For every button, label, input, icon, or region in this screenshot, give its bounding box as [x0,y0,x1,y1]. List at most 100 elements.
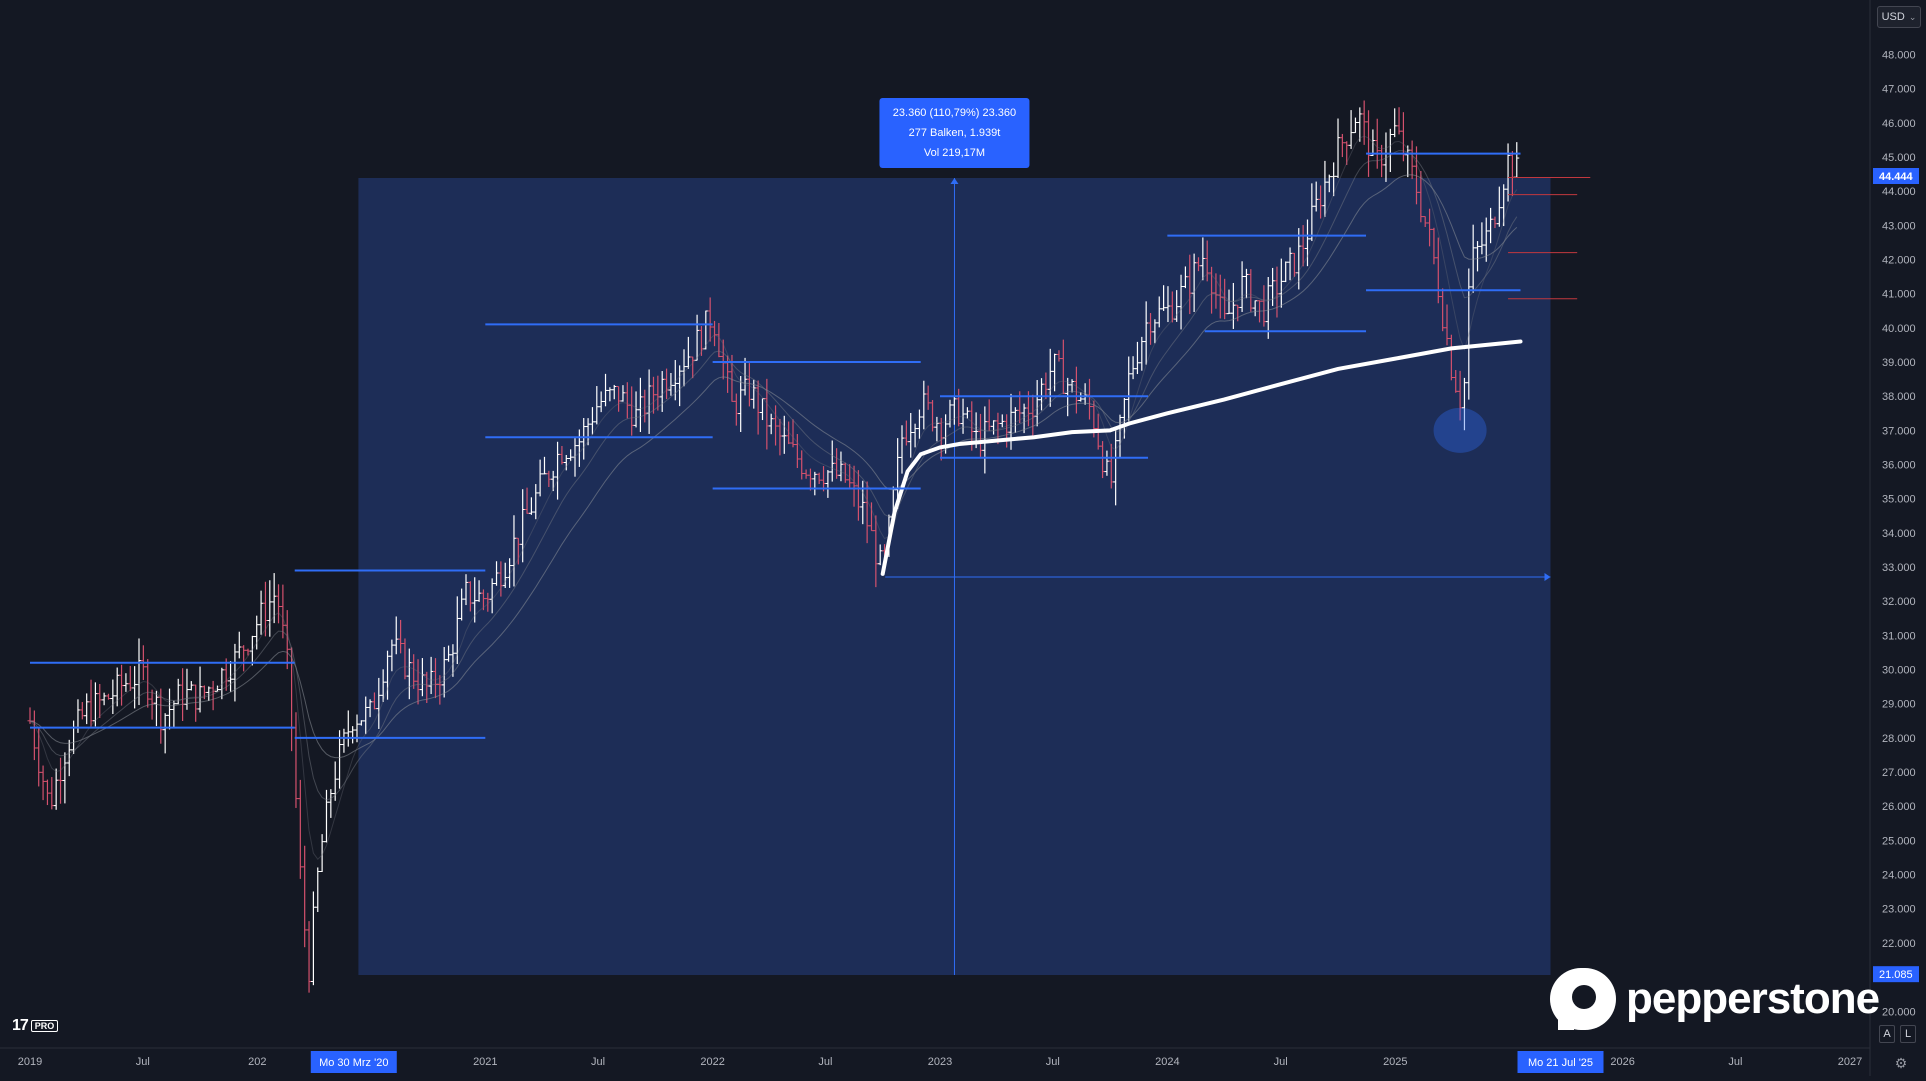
ohlc-bar [293,712,299,808]
time-tick-label: 2026 [1610,1056,1634,1068]
time-highlight-end-badge [1517,1051,1604,1073]
price-tick-label: 40.000 [1882,323,1916,335]
time-tick-label: 2027 [1838,1056,1862,1068]
ohlc-bar [1344,141,1350,165]
moving-average-1 [29,174,1518,759]
price-tick-label: 36.000 [1882,460,1916,472]
time-tick-label: 2022 [700,1056,724,1068]
price-tick-label: 29.000 [1882,699,1916,711]
ohlc-bar [1374,118,1380,169]
ohlc-bar [310,891,316,986]
price-tick-label: 32.000 [1882,596,1916,608]
highlight-circle [1433,407,1487,453]
ohlc-bar [1409,140,1415,180]
ohlc-bar [66,739,72,777]
ohlc-bar [49,777,55,810]
ohlc-bar [92,682,98,727]
price-tick-label: 35.000 [1882,494,1916,506]
ohlc-bar [1357,107,1363,142]
ohlc-bar [62,752,68,804]
price-tick-label: 44.000 [1882,186,1916,198]
ohlc-bar [337,730,343,789]
currency-selector[interactable]: USD ⌄ [1877,6,1921,28]
price-tick-label: 41.000 [1882,289,1916,301]
ohlc-bar [1514,142,1520,178]
time-tick-label: 2025 [1383,1056,1407,1068]
moving-average-3 [29,135,1518,860]
ohlc-bar [262,581,268,637]
ohlc-bar [1392,108,1398,138]
chevron-down-icon: ⌄ [1908,11,1917,22]
gear-icon[interactable]: ⚙ [1894,1054,1908,1071]
price-tick-label: 30.000 [1882,665,1916,677]
ohlc-bar [105,693,111,700]
ohlc-bar [341,728,347,753]
measure-tooltip-line1: 23.360 (110,79%) 23.360 [893,107,1016,119]
log-scale-button[interactable]: L [1900,1025,1916,1043]
ohlc-bar [127,665,133,692]
time-highlight-start: Mo 30 Mrz '20 [319,1057,388,1069]
price-tick-label: 27.000 [1882,767,1916,779]
ohlc-bar [101,692,107,706]
ohlc-bar [297,779,303,879]
ohlc-bar [1335,118,1341,178]
time-tick-label: 2019 [18,1056,42,1068]
time-tick-label: Jul [1274,1056,1288,1068]
price-tick-label: 34.000 [1882,528,1916,540]
ohlc-bar [44,779,50,806]
low-price-label: 21.085 [1879,969,1913,981]
price-tick-label: 22.000 [1882,938,1916,950]
time-tick-label: 2021 [473,1056,497,1068]
price-tick-label: 33.000 [1882,562,1916,574]
price-tick-label: 37.000 [1882,425,1916,437]
ohlc-bar [58,757,64,804]
measure-arrow-up [950,178,959,184]
time-highlight-end: Mo 21 Jul '25 [1528,1057,1593,1069]
ohlc-bar [245,648,251,656]
ohlc-bar [110,679,116,714]
time-tick-label: Jul [1728,1056,1742,1068]
ohlc-bar [171,700,177,729]
pepperstone-logo: pepperstone [1550,967,1880,1031]
ohlc-bar [306,921,312,993]
ohlc-bar [267,580,273,637]
ohlc-bar [1339,133,1345,158]
ohlc-bar [1361,100,1367,145]
ohlc-bar [79,702,85,720]
ohlc-bar [1405,145,1411,178]
price-tick-label: 46.000 [1882,118,1916,130]
ohlc-bar [162,713,168,754]
ohlc-bar [1396,107,1402,135]
log-scale-label: L [1904,1028,1912,1040]
price-tick-label: 39.000 [1882,357,1916,369]
price-tick-label: 25.000 [1882,835,1916,847]
ohlc-bar [302,845,308,948]
ohlc-bar [167,688,173,730]
price-tick-label: 20.000 [1882,1006,1916,1018]
ohlc-bar [180,668,186,722]
ohlc-bar [319,834,325,873]
ohlc-bar [241,645,247,672]
ohlc-bar [40,765,46,801]
auto-scale-button[interactable]: A [1879,1025,1895,1043]
time-tick-label: 2023 [928,1056,952,1068]
price-tick-label: 42.000 [1882,255,1916,267]
time-tick-label: 2024 [1155,1056,1179,1068]
time-highlight-start-badge [310,1051,397,1073]
ohlc-bar [315,867,321,913]
measure-tooltip-line3: Vol 219,17M [924,147,985,159]
ohlc-bar [323,789,329,843]
ohlc-bar [36,726,42,787]
ohlc-bar [188,681,194,691]
ohlc-bar [119,664,125,706]
measure-arrow-right [1544,573,1551,581]
price-tick-label: 26.000 [1882,801,1916,813]
ohlc-bar [31,710,37,761]
time-tick-label: Jul [1046,1056,1060,1068]
currency-label: USD [1881,11,1905,23]
ohlc-bar [97,684,103,719]
price-tick-label: 23.000 [1882,904,1916,916]
price-tick-label: 31.000 [1882,630,1916,642]
